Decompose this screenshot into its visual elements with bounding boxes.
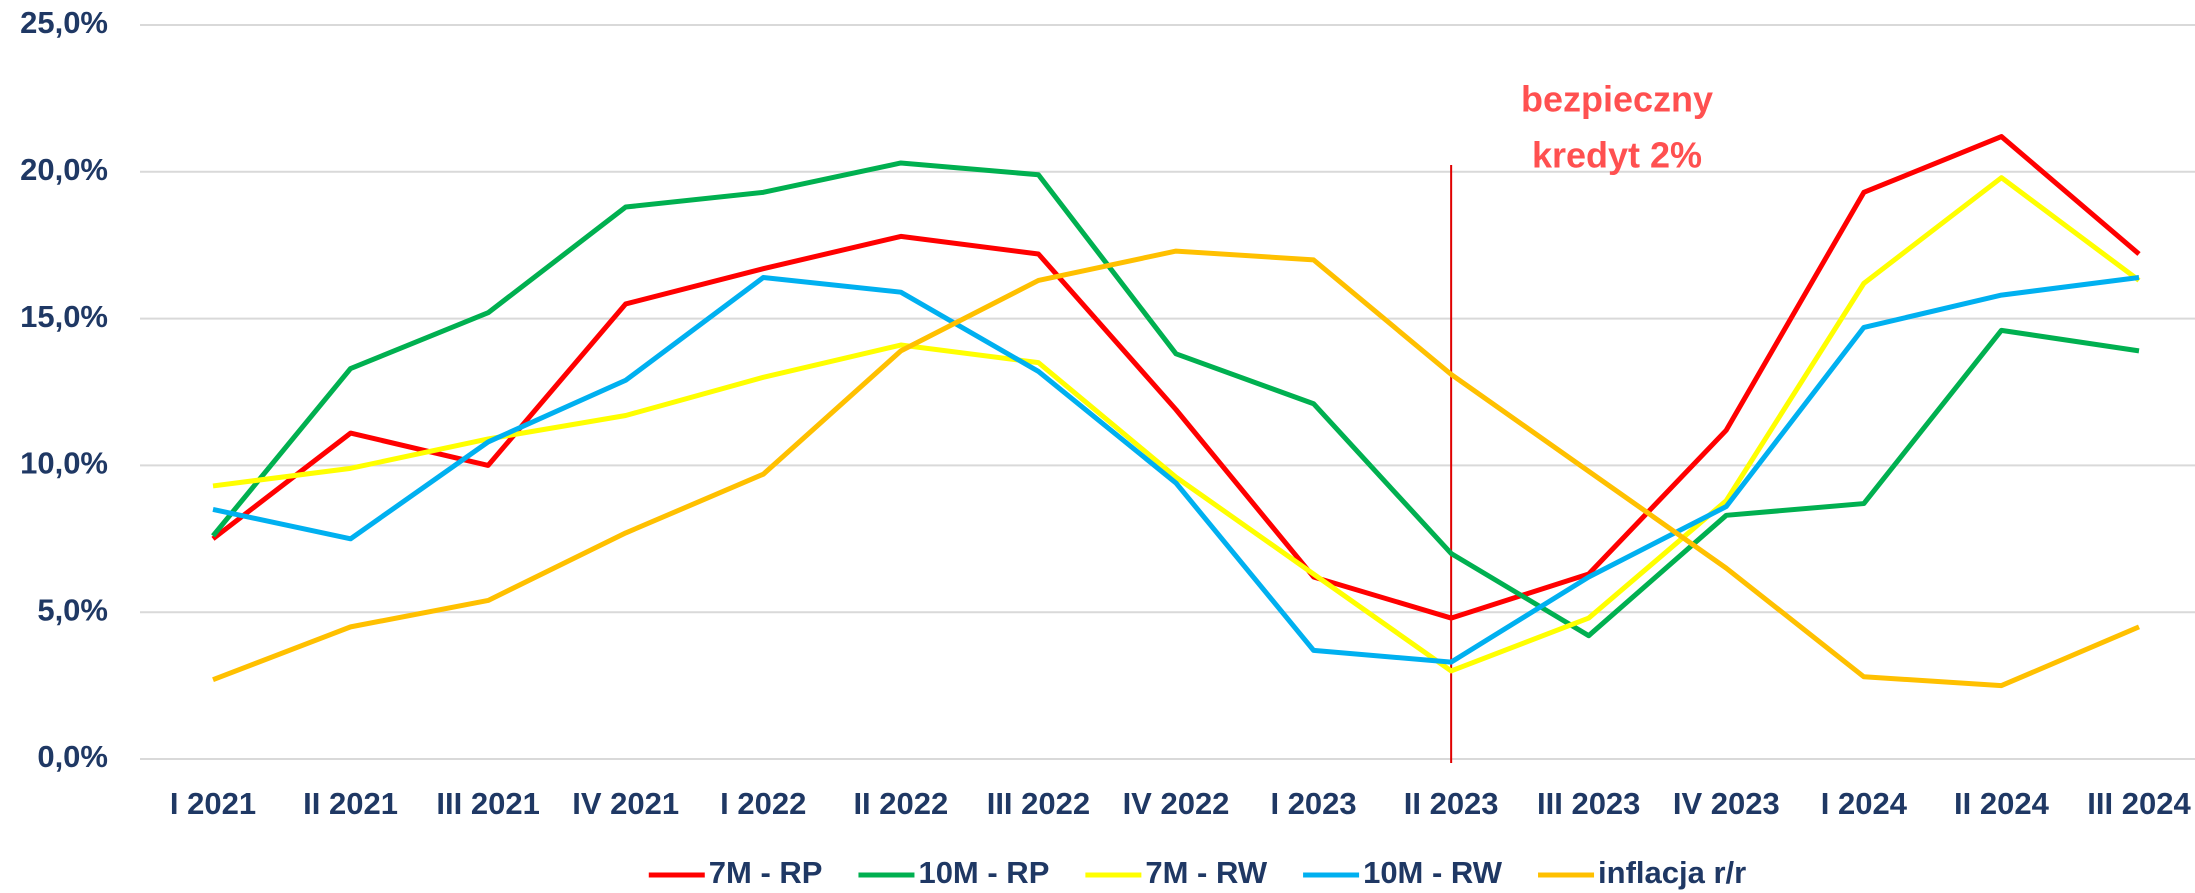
series-line (211, 160, 2140, 639)
x-tick-label: I 2023 (1270, 786, 1356, 821)
x-tick-label: II 2023 (1404, 786, 1499, 821)
legend-label: 7M - RW (1145, 855, 1267, 890)
x-tick-label: III 2023 (1537, 786, 1640, 821)
series-line (211, 134, 2141, 621)
x-tick-label: III 2024 (2087, 786, 2191, 821)
y-tick-label: 15,0% (20, 299, 108, 334)
annotation: kredyt 2% (1532, 135, 1702, 176)
x-tick-label: IV 2021 (572, 786, 679, 821)
x-tick-label: I 2022 (720, 786, 806, 821)
x-tick-label: II 2021 (303, 786, 398, 821)
series-line (212, 274, 2140, 665)
x-tick-label: II 2022 (853, 786, 948, 821)
annotation: bezpieczny (1521, 79, 1713, 120)
x-tick-label: II 2024 (1954, 786, 2050, 821)
y-tick-label: 20,0% (20, 152, 108, 187)
y-tick-label: 5,0% (37, 592, 108, 627)
y-tick-label: 10,0% (20, 446, 108, 481)
y-tick-label: 25,0% (20, 5, 108, 40)
y-tick-label: 0,0% (37, 739, 108, 774)
x-tick-label: I 2021 (170, 786, 256, 821)
x-tick-label: III 2021 (436, 786, 539, 821)
legend-label: inflacja r/r (1598, 855, 1746, 890)
legend-label: 7M - RP (709, 855, 823, 890)
legend-label: 10M - RP (918, 855, 1049, 890)
x-tick-label: III 2022 (987, 786, 1090, 821)
series-line (212, 175, 2141, 674)
legend-label: 10M - RW (1363, 855, 1503, 890)
x-tick-label: I 2024 (1821, 786, 1908, 821)
series-line (212, 248, 2140, 689)
x-tick-label: IV 2023 (1673, 786, 1780, 821)
x-tick-label: IV 2022 (1123, 786, 1230, 821)
